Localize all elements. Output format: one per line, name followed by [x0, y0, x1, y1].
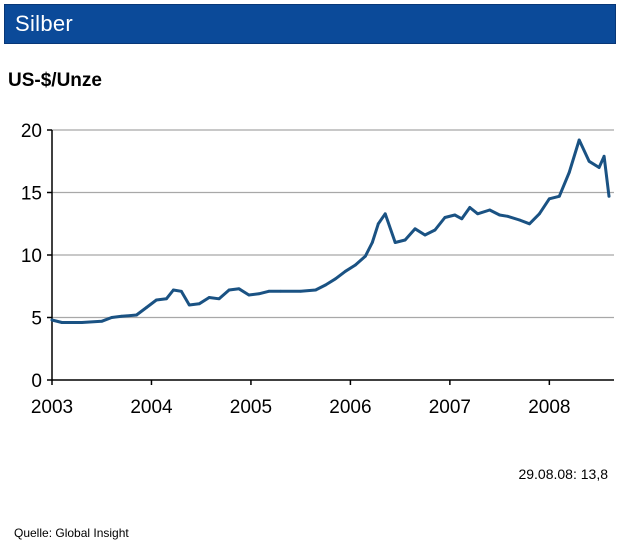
data-point — [537, 212, 541, 216]
data-point — [433, 228, 437, 232]
y-tick-label-0: 0 — [31, 371, 42, 392]
data-point — [60, 321, 64, 324]
data-point — [334, 277, 337, 281]
x-tick-label-2005: 2005 — [230, 397, 272, 418]
data-point — [528, 222, 531, 226]
data-point — [567, 171, 571, 174]
chart-header-bar: Silber — [4, 4, 616, 44]
data-point — [171, 288, 175, 292]
data-point — [179, 289, 183, 293]
y-tick-label-10: 10 — [21, 246, 42, 267]
data-point — [587, 159, 591, 163]
data-point — [120, 314, 124, 318]
data-point — [187, 303, 191, 307]
data-point — [50, 318, 54, 322]
data-point — [518, 218, 521, 222]
data-point — [403, 238, 407, 242]
data-point — [314, 288, 317, 292]
data-point — [344, 269, 347, 273]
data-point — [607, 194, 611, 198]
x-tick-label-2008: 2008 — [528, 397, 570, 418]
data-point — [324, 283, 327, 287]
data-point — [257, 292, 261, 296]
data-point — [393, 241, 397, 244]
data-point — [155, 298, 158, 302]
chart-title: Silber — [15, 11, 74, 36]
y-tick-label-15: 15 — [21, 184, 42, 205]
latest-value-note: 29.08.08: 13,8 — [518, 466, 608, 482]
data-point — [413, 227, 417, 231]
gridlines — [52, 129, 614, 319]
series-points — [50, 138, 611, 324]
y-axis-unit-label: US-$/Unze — [8, 70, 102, 91]
data-point — [110, 316, 114, 319]
data-point — [597, 166, 601, 169]
data-point — [506, 214, 509, 218]
data-point — [547, 197, 551, 201]
data-point — [299, 289, 303, 293]
axes — [47, 129, 614, 385]
data-point — [267, 289, 271, 293]
x-tick-label-2003: 2003 — [31, 397, 73, 418]
data-point — [100, 319, 104, 323]
data-point — [602, 154, 606, 158]
data-point — [443, 216, 447, 219]
x-tick-label-2006: 2006 — [329, 397, 371, 418]
data-point — [237, 287, 241, 291]
data-point — [557, 194, 561, 198]
data-point — [227, 288, 231, 292]
x-tick-label-2007: 2007 — [429, 397, 471, 418]
data-point — [217, 297, 221, 301]
data-point — [370, 241, 374, 244]
data-point — [376, 222, 380, 226]
data-point — [363, 254, 367, 258]
data-point — [164, 297, 168, 301]
data-point — [207, 296, 211, 299]
data-point — [247, 293, 251, 297]
data-point — [383, 212, 387, 216]
source-note: Quelle: Global Insight — [14, 526, 129, 540]
x-tick-labels: 2003 2004 2005 2006 2007 2008 — [31, 397, 571, 418]
data-point — [279, 289, 283, 293]
y-tick-label-5: 5 — [31, 309, 42, 330]
data-point — [498, 213, 502, 217]
data-point — [476, 212, 480, 216]
data-point — [577, 138, 581, 142]
data-point — [80, 321, 84, 324]
data-point — [423, 233, 427, 237]
data-point — [145, 306, 148, 309]
data-point — [197, 302, 201, 306]
data-point — [135, 313, 138, 317]
data-point — [353, 263, 357, 267]
x-tick-label-2004: 2004 — [130, 397, 173, 418]
y-tick-label-20: 20 — [21, 121, 42, 142]
data-point — [468, 206, 472, 209]
data-point — [453, 213, 457, 217]
y-tick-labels: 0 5 10 15 20 — [21, 121, 42, 392]
series-line-silver-price — [50, 138, 611, 324]
data-point — [488, 208, 492, 212]
data-point — [460, 217, 464, 221]
